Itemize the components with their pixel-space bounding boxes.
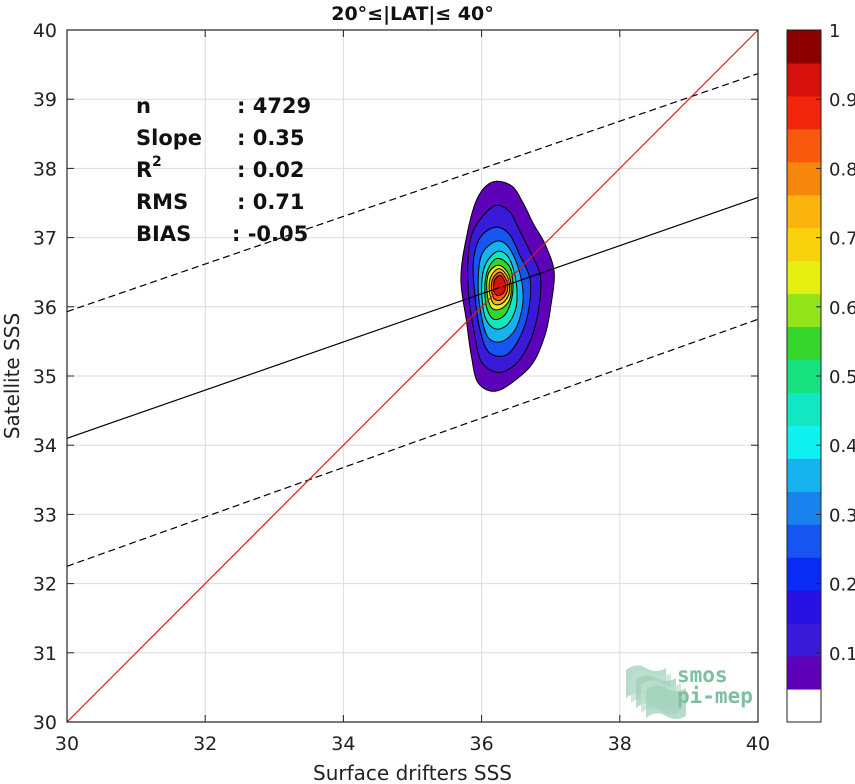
colorbar-segment xyxy=(787,689,821,723)
line-identity xyxy=(66,29,759,723)
y-tick-label: 37 xyxy=(33,228,57,250)
colorbar: 0.1 0.2 0.3 0.4 0.5 0.6 0.7 0.8 0.9 1 xyxy=(786,21,855,723)
colorbar-segment xyxy=(787,293,821,328)
colorbar-segment xyxy=(787,590,821,624)
stat-sup: 2 xyxy=(152,154,162,170)
logo-wave-icon xyxy=(646,685,686,719)
colorbar-segment xyxy=(787,491,821,525)
colorbar-tick-label: 0.7 xyxy=(829,229,855,250)
line-fit-lower xyxy=(66,318,759,567)
colorbar-segment xyxy=(787,95,821,130)
stat-value: : 4729 xyxy=(237,94,311,118)
stat-key: n xyxy=(136,94,151,118)
colorbar-segment xyxy=(787,161,821,196)
colorbar-segment xyxy=(787,326,821,361)
x-tick-label: 34 xyxy=(331,733,355,755)
colorbar-segment xyxy=(787,425,821,459)
density-contours xyxy=(460,180,555,392)
colorbar-segment xyxy=(787,194,821,229)
colorbar-segment xyxy=(787,260,821,295)
x-axis-label: Surface drifters SSS xyxy=(313,761,512,784)
y-tick-label: 36 xyxy=(33,297,57,319)
axis-ticks: 30 32 34 36 38 40 30 31 32 33 34 35 36 37 38 39 40 xyxy=(33,20,770,755)
x-tick-label: 40 xyxy=(746,733,770,755)
logo-text-line2: pi-mep xyxy=(677,684,753,708)
line-fit xyxy=(66,196,759,439)
stat-value: : -0.05 xyxy=(232,222,308,246)
y-tick-label: 30 xyxy=(33,712,57,734)
colorbar-segment xyxy=(787,656,821,690)
y-tick-label: 39 xyxy=(33,89,57,111)
x-tick-label: 30 xyxy=(55,733,79,755)
stat-key: R xyxy=(136,158,152,182)
line-fit-upper xyxy=(66,73,759,313)
stat-key: Slope xyxy=(136,126,202,150)
x-tick-label: 38 xyxy=(608,733,632,755)
stat-value: : 0.35 xyxy=(237,126,305,150)
colorbar-segment xyxy=(787,128,821,163)
colorbar-segment xyxy=(787,227,821,262)
y-tick-label: 38 xyxy=(33,158,57,180)
colorbar-segment xyxy=(787,30,821,64)
y-tick-label: 40 xyxy=(33,20,57,42)
y-tick-label: 34 xyxy=(33,435,57,457)
colorbar-segment xyxy=(787,359,821,393)
colorbar-tick-label: 1 xyxy=(829,21,840,42)
stat-value: : 0.02 xyxy=(237,158,305,182)
colorbar-tick-label: 0.2 xyxy=(829,575,855,596)
colorbar-tick-label: 0.4 xyxy=(829,436,855,457)
stat-value: : 0.71 xyxy=(237,190,305,214)
colorbar-tick-label: 0.3 xyxy=(829,505,855,526)
colorbar-segment xyxy=(787,62,821,97)
stat-key: BIAS xyxy=(136,222,191,246)
chart-title: 20°≤|LAT|≤ 40° xyxy=(331,3,494,25)
stat-key: RMS xyxy=(136,190,188,214)
colorbar-segment xyxy=(787,524,821,558)
y-tick-label: 35 xyxy=(33,366,57,388)
y-axis-label: Satellite SSS xyxy=(0,313,24,439)
colorbar-segment xyxy=(787,458,821,492)
stats-annotation: n : 4729 Slope : 0.35 R 2 : 0.02 RMS : 0.71 BIAS:… xyxy=(136,94,311,246)
colorbar-tick-label: 0.6 xyxy=(829,298,855,319)
y-tick-label: 33 xyxy=(33,504,57,526)
colorbar-tick-label: 0.9 xyxy=(829,90,855,111)
colorbar-tick-label: 0.5 xyxy=(829,367,855,388)
y-tick-label: 32 xyxy=(33,574,57,596)
regression-lines xyxy=(66,29,759,723)
colorbar-segment xyxy=(787,557,821,591)
y-tick-label: 31 xyxy=(33,643,57,665)
colorbar-segment xyxy=(787,392,821,426)
colorbar-tick-label: 0.8 xyxy=(829,159,855,180)
colorbar-segment xyxy=(787,623,821,657)
x-tick-label: 36 xyxy=(470,733,494,755)
colorbar-tick-label: 0.1 xyxy=(829,644,855,665)
x-tick-label: 32 xyxy=(193,733,217,755)
logo-text-line1: smos xyxy=(677,663,728,687)
